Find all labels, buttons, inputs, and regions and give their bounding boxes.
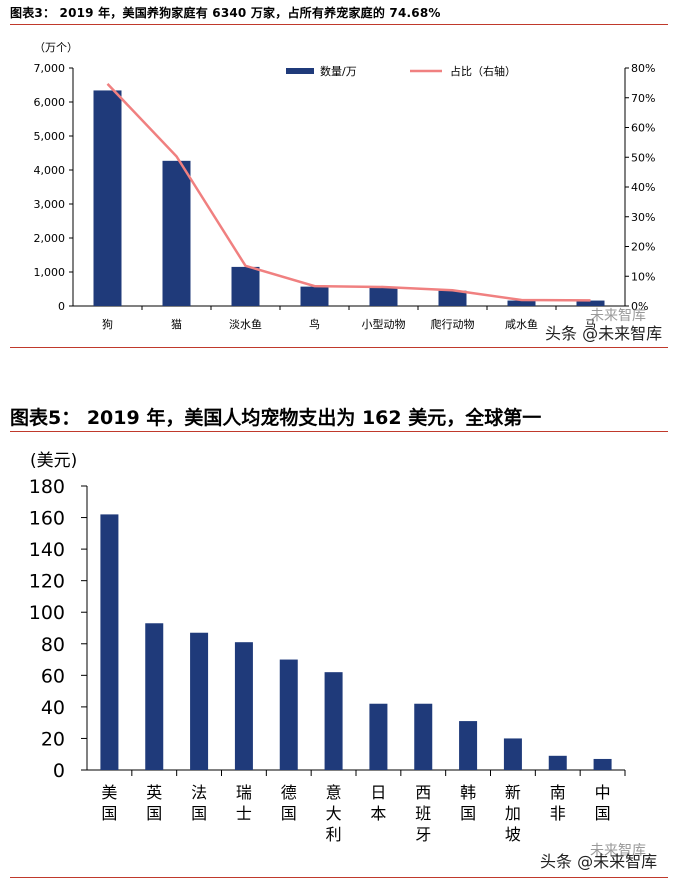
chart1-legend-bar-label: 数量/万 [320, 65, 357, 78]
chart2-watermark: 头条 @未来智库 [540, 852, 658, 871]
chart2-svg: (美元) 0 20 40 60 80 100 120 140 160 180 美国英国法国瑞士德国意大… [29, 451, 626, 844]
chart2-top-rule [10, 431, 668, 432]
chart1-y2-tick-label: 40% [631, 181, 655, 194]
chart2-x-label: 瑞士 [236, 783, 252, 823]
chart1-watermark: 头条 @未来智库 [545, 324, 663, 343]
chart1-y-tick-label: 5,000 [34, 130, 66, 143]
chart2-y-tick-label: 20 [41, 728, 65, 750]
chart2-faint-watermark: 未来智库 [590, 843, 646, 859]
chart1-y-tick-label: 1,000 [34, 266, 66, 279]
chart2-title: 图表5： 2019 年，美国人均宠物支出为 162 美元，全球第一 [10, 407, 542, 429]
chart2-y-unit: (美元) [30, 451, 77, 471]
chart1-y-tick-label: 3,000 [34, 198, 66, 211]
chart2-y-tick-label: 120 [29, 571, 65, 593]
chart1-y2-tick-label: 0% [631, 300, 648, 313]
chart1-title: 图表3： 2019 年，美国养狗家庭有 6340 万家，占所有养宠家庭的 74.… [10, 6, 441, 20]
chart2-bottom-rule [10, 877, 668, 878]
chart2-bar [145, 623, 164, 770]
chart2-bar [459, 721, 478, 770]
chart1-y2-tick-label: 70% [631, 92, 655, 105]
chart2-bar [100, 514, 119, 770]
chart1-y-tick-label: 7,000 [34, 62, 66, 75]
chart2-y-tick-label: 160 [29, 508, 65, 530]
chart2-x-label: 新加坡 [505, 783, 521, 844]
chart2-y-tick-label: 80 [41, 634, 65, 656]
chart1-x-label: 淡水鱼 [229, 317, 262, 331]
chart1-svg: （万个） 0 1,000 2,000 3,000 4,000 5,000 6,000 7,000… [34, 41, 656, 331]
chart1-bar [507, 300, 536, 306]
chart2-bar [190, 632, 209, 770]
chart2-x-label: 中国 [595, 783, 611, 823]
chart2-y-tick-label: 140 [29, 539, 65, 561]
chart1-bottom-rule [10, 347, 668, 348]
chart1-legend-line-label: 占比（右轴） [450, 64, 516, 78]
chart1-x-label: 爬行动物 [431, 317, 475, 331]
chart2-x-label: 英国 [146, 783, 162, 823]
chart2-x-label: 意大利 [326, 783, 342, 844]
chart1-y-tick-label: 2,000 [34, 232, 66, 245]
chart1-faint-watermark: 未来智库 [590, 308, 646, 324]
chart1-y-tick-label: 4,000 [34, 164, 66, 177]
chart1-y-tick-label: 0 [58, 300, 65, 313]
chart2-bar [279, 659, 298, 770]
chart1-y2-tick-label: 60% [631, 122, 655, 135]
chart2-y-tick-label: 100 [29, 602, 65, 624]
chart2-bar [234, 642, 253, 770]
chart1-top-rule [10, 24, 668, 25]
chart1-x-label: 马 [585, 318, 596, 331]
chart2-y-tick-label: 0 [53, 760, 65, 782]
chart1-x-label: 鸟 [309, 317, 320, 331]
chart1-y-unit: （万个） [34, 41, 78, 54]
chart2-y-tick-label: 180 [29, 476, 65, 498]
chart2-bar [414, 703, 433, 770]
chart2-x-label: 法国 [191, 783, 207, 823]
chart2-x-label: 德国 [281, 783, 297, 823]
chart2-x-label: 日本 [370, 783, 386, 823]
chart1-legend-bar-swatch [286, 68, 314, 74]
chart2-bar [548, 755, 567, 770]
chart1-x-label: 猫 [171, 318, 182, 331]
chart2-bar [369, 703, 388, 770]
chart2-bar [324, 672, 343, 770]
chart1-y2-tick-label: 30% [631, 211, 655, 224]
chart2-x-label: 西班牙 [415, 783, 431, 844]
chart1-bar [300, 286, 329, 306]
chart2-x-label: 南非 [550, 783, 566, 823]
chart1-bar [438, 290, 467, 306]
chart1-y2-tick-label: 80% [631, 62, 655, 75]
chart2-bar [593, 758, 612, 770]
chart1-y2-tick-label: 20% [631, 241, 655, 254]
chart1-bar [93, 90, 122, 306]
chart2-x-label: 韩国 [460, 783, 476, 823]
chart1-x-label: 小型动物 [362, 317, 406, 331]
chart1-x-label: 咸水鱼 [505, 317, 538, 331]
chart1-bar [231, 266, 260, 306]
chart1-x-label: 狗 [102, 318, 113, 331]
chart1-bar [576, 300, 605, 306]
chart2-y-tick-label: 40 [41, 697, 65, 719]
chart1-y2-tick-label: 50% [631, 151, 655, 164]
chart2-bar [503, 738, 522, 770]
chart2-x-label: 美国 [101, 783, 117, 823]
chart1-bar [369, 287, 398, 306]
chart1-y2-tick-label: 10% [631, 270, 655, 283]
chart1-bar [162, 160, 191, 306]
chart2-y-tick-label: 60 [41, 665, 65, 687]
chart1-y-tick-label: 6,000 [34, 96, 66, 109]
chart1-share-line [106, 82, 591, 302]
